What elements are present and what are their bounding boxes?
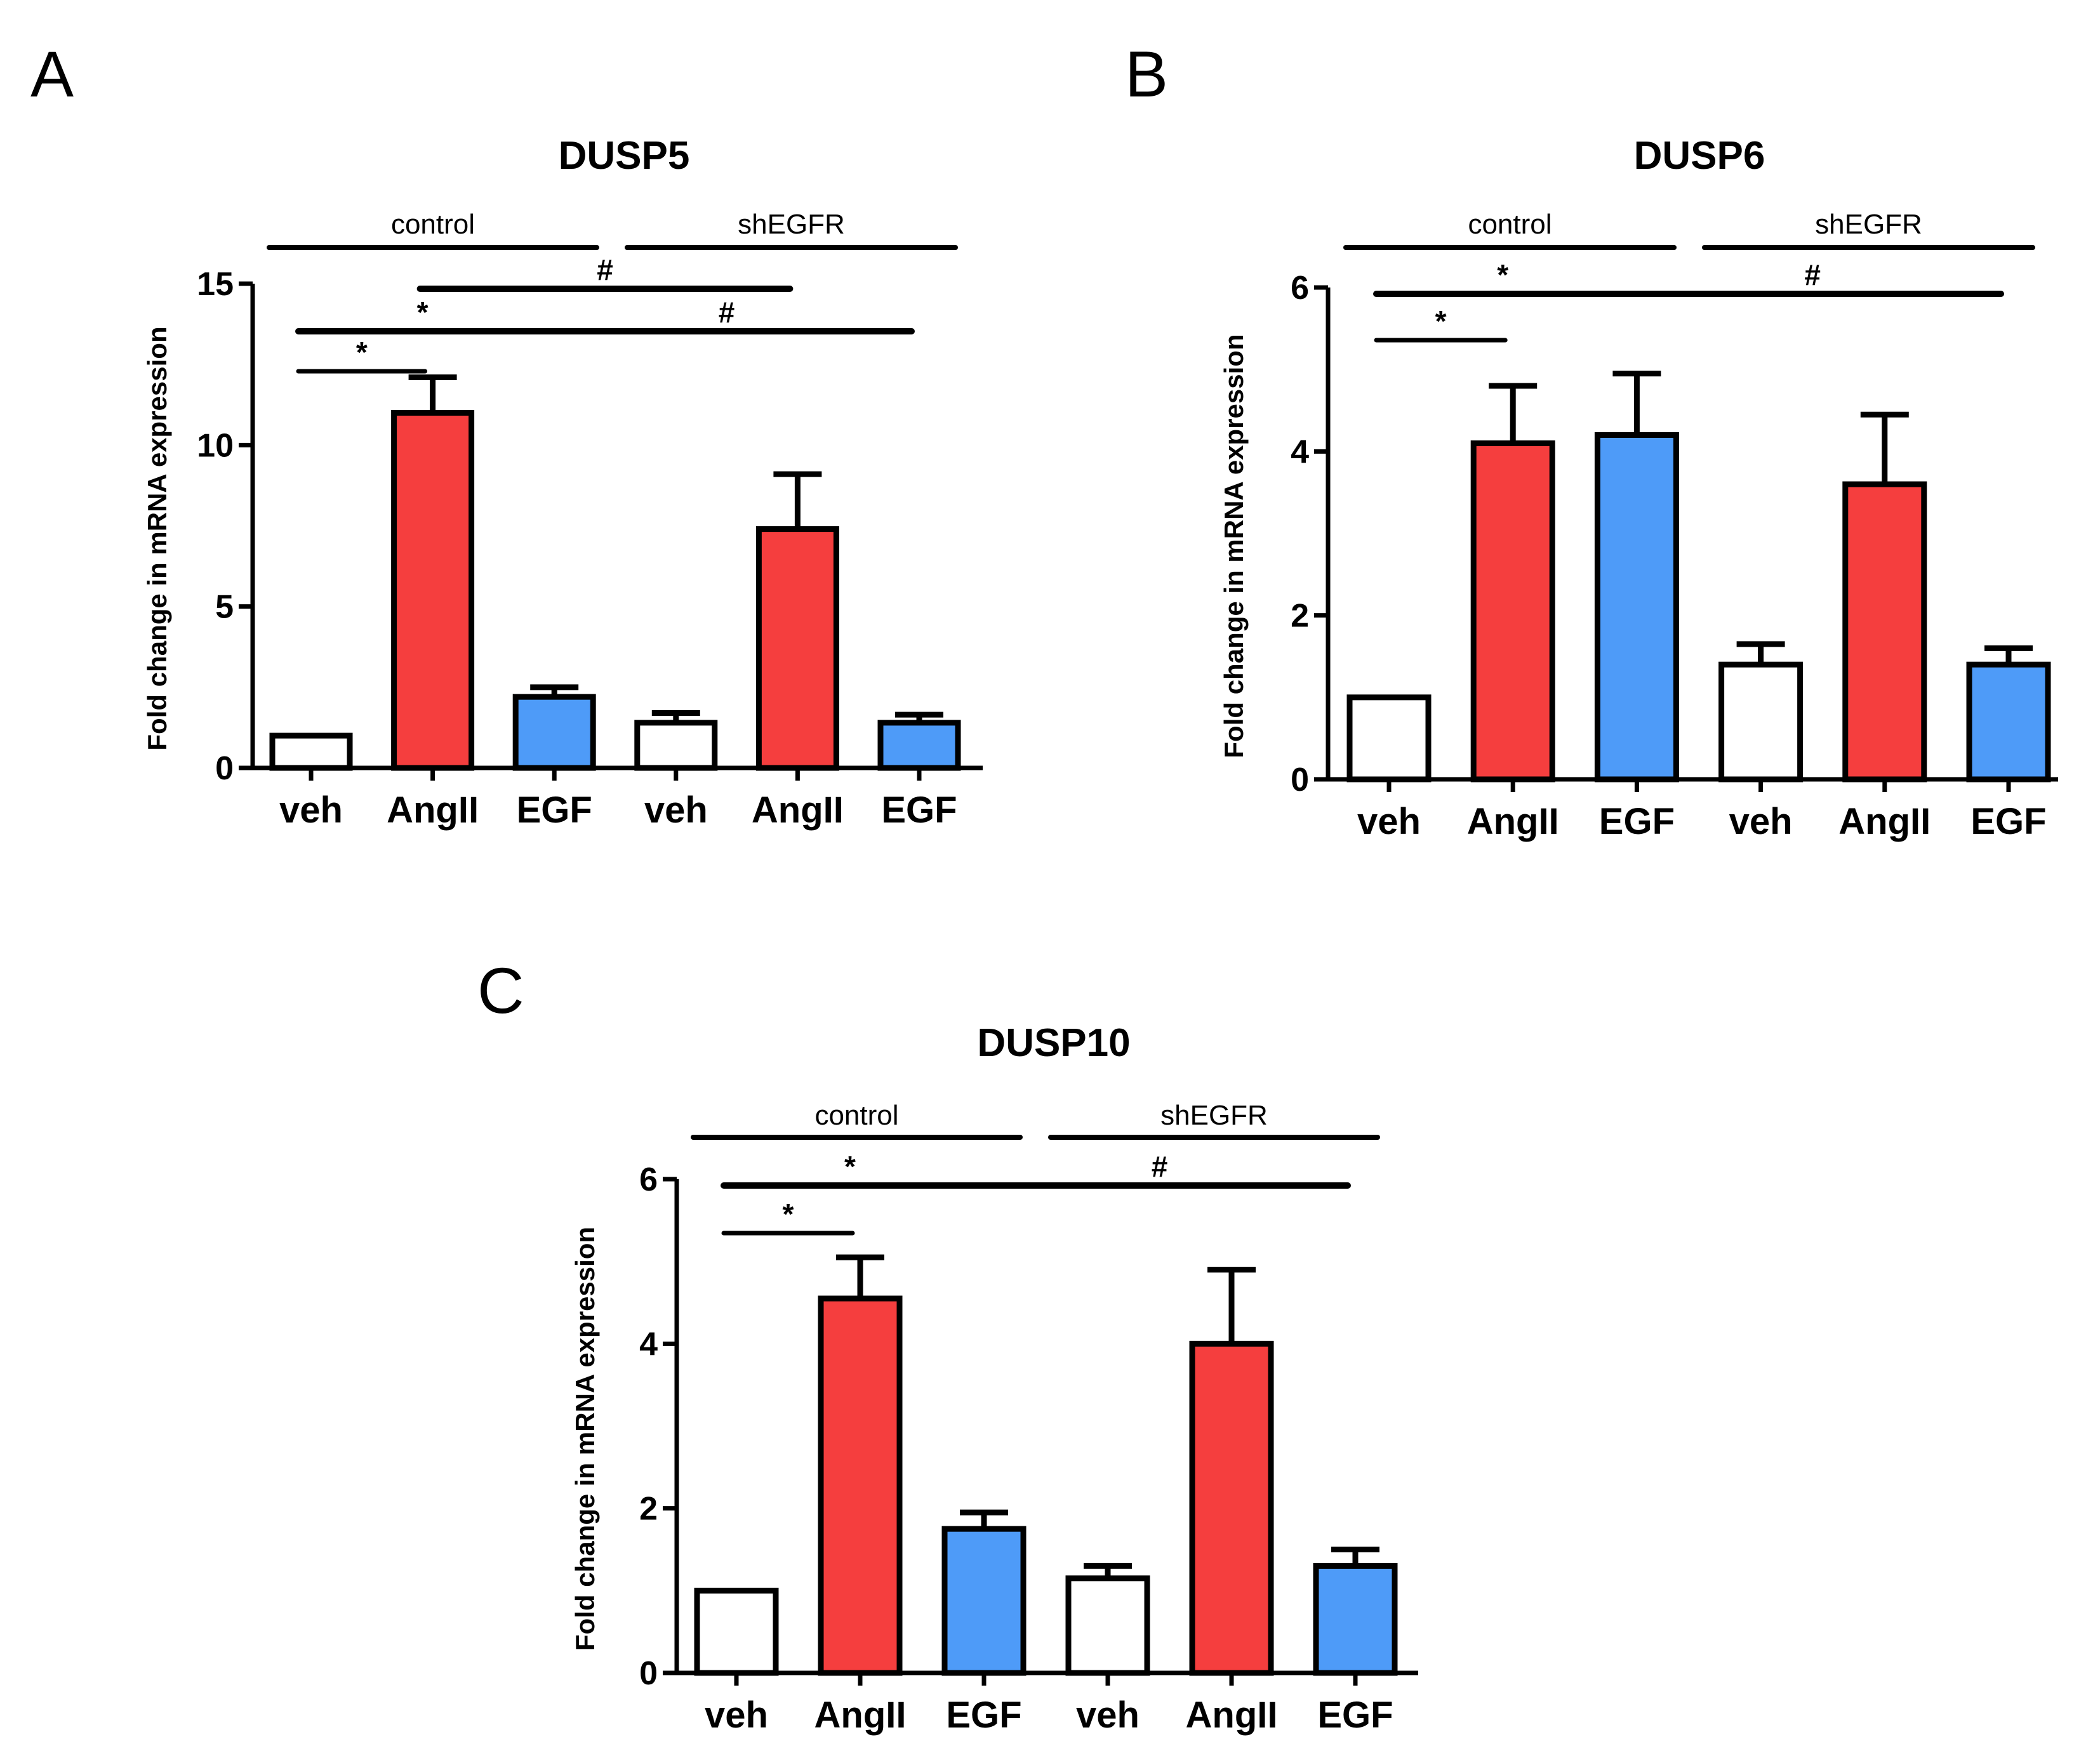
group-label-shEGFR: shEGFR: [738, 209, 845, 240]
bar-egf-control: [512, 694, 596, 771]
bar-veh-control: [1346, 694, 1432, 783]
group-label-shEGFR: shEGFR: [1815, 209, 1922, 240]
bar-egf-shegfr: [1313, 1562, 1398, 1676]
x-tick-label: EGF: [946, 1694, 1021, 1736]
y-tick-label: 4: [1291, 433, 1309, 470]
bar-veh-shegfr: [1065, 1575, 1150, 1676]
significance-marker: *: [1435, 305, 1447, 338]
group-label-shEGFR: shEGFR: [1160, 1100, 1268, 1131]
y-tick-label: 5: [215, 589, 234, 626]
bar-veh-control: [694, 1587, 779, 1676]
x-tick-label: veh: [705, 1694, 768, 1736]
x-tick-label: AngII: [814, 1694, 907, 1736]
y-tick-label: 6: [1291, 270, 1309, 307]
group-label-control: control: [814, 1100, 898, 1131]
bar-angii-control: [1470, 440, 1555, 783]
significance-marker: #: [597, 253, 613, 286]
x-tick-label: AngII: [1467, 801, 1559, 842]
group-label-control: control: [1468, 209, 1552, 240]
y-tick-label: 6: [639, 1161, 658, 1198]
x-tick-label: veh: [279, 789, 343, 831]
y-axis-label-b: Fold change in mRNA expression: [1219, 334, 1249, 758]
x-tick-label: EGF: [517, 789, 592, 831]
y-axis-label-c: Fold change in mRNA expression: [570, 1227, 600, 1651]
x-tick-label: EGF: [1970, 801, 2046, 842]
x-tick-label: veh: [1729, 801, 1793, 842]
significance-marker: *: [417, 296, 429, 329]
bar-egf-shegfr: [877, 720, 961, 771]
y-tick-label: 2: [639, 1491, 658, 1528]
bar-egf-shegfr: [1966, 661, 2051, 783]
y-tick-label: 4: [639, 1326, 658, 1363]
bar-veh-shegfr: [1718, 661, 1804, 783]
x-tick-label: EGF: [1599, 801, 1675, 842]
significance-marker: #: [1804, 258, 1821, 291]
significance-marker: #: [1152, 1150, 1168, 1183]
bar-egf-control: [1594, 432, 1679, 783]
y-tick-label: 0: [215, 750, 234, 787]
chart-title-c: DUSP10: [977, 1021, 1130, 1065]
y-axis-label-a: Fold change in mRNA expression: [142, 326, 172, 750]
x-tick-label: AngII: [1838, 801, 1931, 842]
significance-marker: *: [844, 1150, 856, 1183]
bar-angii-control: [391, 409, 475, 771]
x-tick-label: EGF: [881, 789, 957, 831]
significance-marker: #: [719, 296, 735, 329]
significance-marker: *: [783, 1198, 794, 1231]
chart-title-a: DUSP5: [559, 134, 690, 178]
y-tick-label: 15: [197, 266, 234, 303]
y-tick-label: 0: [1291, 762, 1309, 798]
panel-letter-c: C: [477, 955, 524, 1027]
significance-marker: *: [1497, 258, 1508, 291]
bar-veh-control: [269, 732, 353, 771]
bar-angii-shegfr: [1842, 481, 1927, 783]
bar-angii-shegfr: [1189, 1340, 1274, 1676]
x-tick-label: veh: [644, 789, 708, 831]
bar-angii-control: [818, 1295, 903, 1676]
x-tick-label: AngII: [1186, 1694, 1278, 1736]
bar-angii-shegfr: [755, 526, 839, 771]
significance-marker: *: [356, 336, 368, 369]
chart-title-b: DUSP6: [1634, 134, 1765, 178]
panel-letter-b: B: [1125, 38, 1168, 110]
x-tick-label: AngII: [752, 789, 844, 831]
x-tick-label: AngII: [387, 789, 479, 831]
y-tick-label: 2: [1291, 598, 1309, 635]
bar-egf-control: [941, 1526, 1027, 1676]
x-tick-label: veh: [1076, 1694, 1140, 1736]
chart-panel-b: B DUSP6 control shEGFR Fold change in mRNA e…: [1125, 38, 2058, 842]
panel-letter-a: A: [30, 38, 74, 110]
x-tick-label: veh: [1357, 801, 1421, 842]
chart-panel-c: C DUSP10 control shEGFR Fold change in mRNA …: [477, 955, 1418, 1736]
bar-veh-shegfr: [634, 720, 718, 771]
chart-panel-a: A DUSP5 control shEGFR Fold change in mRNA e…: [30, 38, 983, 831]
y-tick-label: 0: [639, 1655, 658, 1692]
group-label-control: control: [391, 209, 475, 240]
x-tick-label: EGF: [1317, 1694, 1393, 1736]
y-tick-label: 10: [197, 427, 234, 464]
